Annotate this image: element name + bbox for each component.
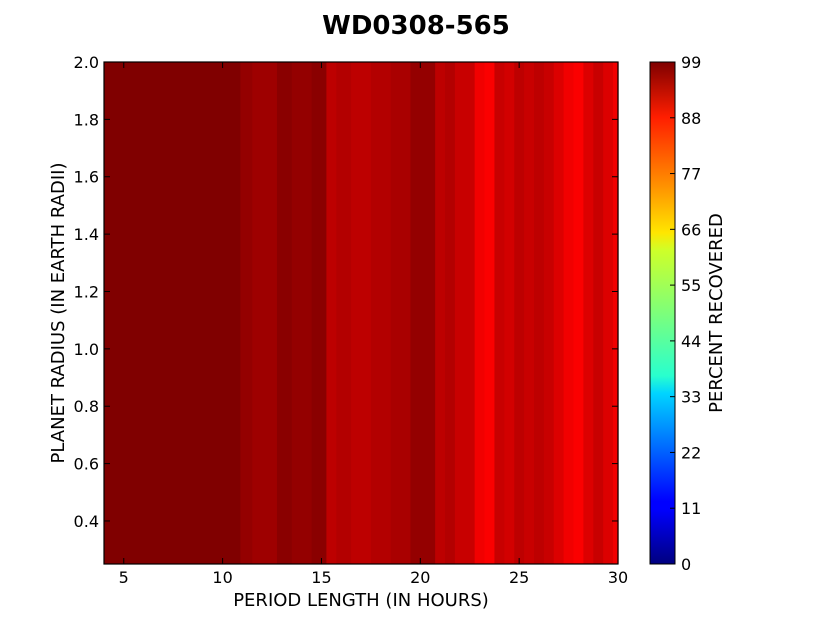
x-tick-label: 20 (410, 568, 430, 587)
heatmap-cell (113, 62, 135, 564)
colorbar-tick-label: 99 (681, 53, 701, 72)
chart-title: WD0308-565 (322, 11, 510, 41)
heatmap-cell (311, 62, 328, 564)
colorbar (649, 61, 676, 565)
heatmap-cell (504, 62, 515, 564)
heatmap-cell (336, 62, 352, 564)
heatmap-cell (593, 62, 604, 564)
colorbar-tick-label: 11 (681, 499, 701, 518)
colorbar-tick-label: 22 (681, 443, 701, 462)
heatmap-cell (153, 62, 174, 564)
x-tick-label: 25 (509, 568, 529, 587)
heatmap-cell (212, 62, 232, 564)
colorbar-ticks: 0 11 22 33 44 55 66 77 88 99 (670, 53, 701, 574)
x-tick-label: 15 (311, 568, 331, 587)
colorbar-tick-label: 44 (681, 332, 701, 351)
y-tick-label: 1.8 (74, 110, 99, 129)
x-tick-label: 5 (119, 568, 129, 587)
y-tick-label: 0.4 (74, 512, 99, 531)
heatmap-cell (524, 62, 535, 564)
heatmap-cell (173, 62, 194, 564)
heatmap-cell (326, 62, 337, 564)
heatmap-cell (533, 62, 545, 564)
y-axis-ticks: 0.4 0.6 0.8 1.0 1.2 1.4 1.6 1.8 2.0 (74, 53, 618, 531)
colorbar-tick-label: 33 (681, 388, 701, 407)
heatmap-cell (370, 62, 392, 564)
y-tick-label: 1.2 (74, 282, 99, 301)
x-tick-label: 30 (608, 568, 628, 587)
colorbar-tick-label: 55 (681, 276, 701, 295)
heatmap-cell (252, 62, 268, 564)
colorbar-tick-label: 77 (681, 165, 701, 184)
heatmap-cell (474, 62, 486, 564)
heatmap-cell (276, 62, 293, 564)
heatmap-cell (240, 62, 253, 564)
heatmap-cell (553, 62, 565, 564)
heatmap-cell (543, 62, 555, 564)
heatmap-cell (104, 62, 115, 564)
heatmap-cell (514, 62, 525, 564)
y-tick-label: 1.6 (74, 168, 99, 187)
x-axis-label: PERIOD LENGTH (IN HOURS) (233, 590, 489, 611)
heatmap-cell (445, 62, 456, 564)
heatmap-plot-area (104, 62, 619, 564)
heatmap-cell (454, 62, 466, 564)
heatmap-cell (494, 62, 505, 564)
heatmap-cell (464, 62, 476, 564)
heatmap-cell (603, 62, 614, 564)
plot-frame (103, 61, 619, 565)
colorbar-label: PERCENT RECOVERED (706, 213, 727, 413)
heatmap-cell (230, 62, 242, 564)
heatmap-cell (133, 62, 155, 564)
heatmap-cell (563, 62, 575, 564)
heatmap-cell (583, 62, 594, 564)
heatmap-cell (484, 62, 496, 564)
y-tick-label: 0.8 (74, 397, 99, 416)
y-tick-label: 1.4 (74, 225, 99, 244)
x-tick-label: 10 (212, 568, 232, 587)
y-tick-label: 0.6 (74, 455, 99, 474)
heatmap-cell (267, 62, 278, 564)
heatmap-cell (390, 62, 412, 564)
heatmap-cell (613, 62, 619, 564)
colorbar-tick-label: 66 (681, 220, 701, 239)
x-axis-ticks: 5 10 15 20 25 30 (119, 62, 628, 587)
heatmap-cell (410, 62, 426, 564)
colorbar-tick-label: 88 (681, 109, 701, 128)
y-tick-label: 1.0 (74, 340, 99, 359)
colorbar-tick-label: 0 (681, 555, 691, 574)
heatmap-cell (351, 62, 372, 564)
heatmap-cell (291, 62, 313, 564)
y-tick-label: 2.0 (74, 53, 99, 72)
heatmap-cell (192, 62, 214, 564)
heatmap-cell (573, 62, 585, 564)
heatmap-cell (425, 62, 436, 564)
y-axis-label: PLANET RADIUS (IN EARTH RADII) (48, 163, 69, 464)
heatmap-cell (435, 62, 446, 564)
